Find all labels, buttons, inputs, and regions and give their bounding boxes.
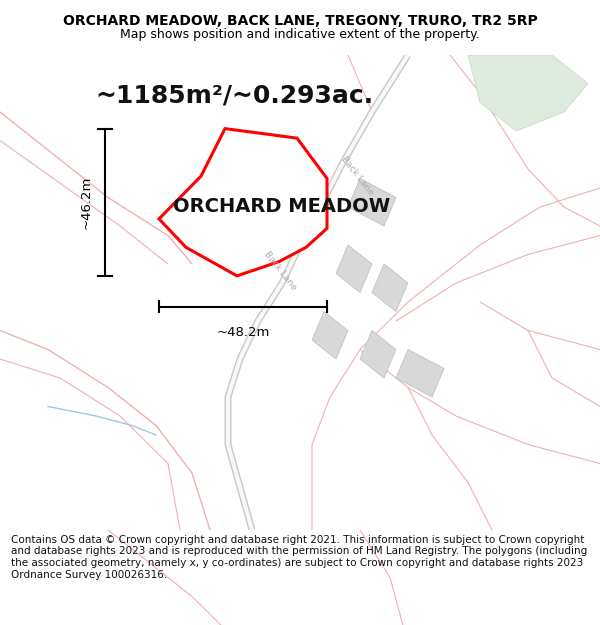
Polygon shape — [396, 349, 444, 397]
Text: ~46.2m: ~46.2m — [80, 176, 93, 229]
Polygon shape — [360, 331, 396, 378]
Text: Contains OS data © Crown copyright and database right 2021. This information is : Contains OS data © Crown copyright and d… — [11, 535, 587, 579]
Polygon shape — [216, 150, 264, 192]
Text: ORCHARD MEADOW: ORCHARD MEADOW — [173, 198, 391, 216]
Text: Back Lane: Back Lane — [340, 155, 376, 198]
Text: ORCHARD MEADOW, BACK LANE, TREGONY, TRURO, TR2 5RP: ORCHARD MEADOW, BACK LANE, TREGONY, TRUR… — [62, 14, 538, 28]
Polygon shape — [312, 311, 348, 359]
Text: ~1185m²/~0.293ac.: ~1185m²/~0.293ac. — [95, 83, 373, 107]
Polygon shape — [336, 245, 372, 292]
Polygon shape — [468, 55, 588, 131]
Text: Back Lane: Back Lane — [263, 250, 299, 292]
Polygon shape — [372, 264, 408, 311]
Text: Map shows position and indicative extent of the property.: Map shows position and indicative extent… — [120, 28, 480, 41]
Text: ~48.2m: ~48.2m — [217, 326, 269, 339]
Polygon shape — [159, 129, 327, 276]
Polygon shape — [348, 179, 396, 226]
